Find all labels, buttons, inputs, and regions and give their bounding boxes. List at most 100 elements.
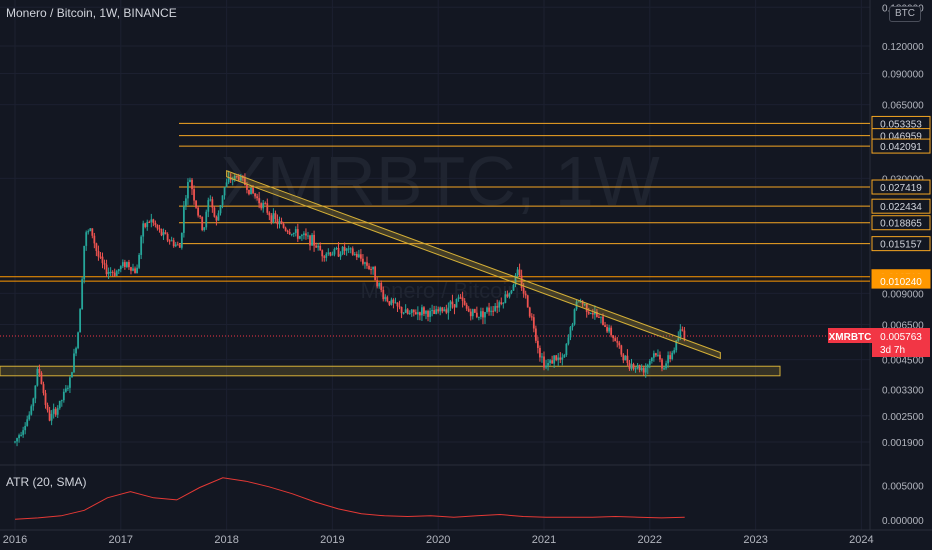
y-tick-label: 0.009000 — [882, 289, 924, 300]
y-tick-label: 0.001900 — [882, 438, 924, 449]
candle-body — [384, 297, 387, 300]
candle-body — [272, 213, 275, 223]
chart-title: Monero / Bitcoin, 1W, BINANCE — [6, 6, 177, 20]
candle-body — [182, 205, 185, 233]
candle-body — [577, 301, 580, 303]
level-price-label-bg — [871, 198, 931, 214]
candle-body — [170, 240, 173, 242]
candle-body — [626, 355, 629, 363]
candle-body — [469, 311, 472, 317]
candle-body — [408, 313, 411, 315]
candle-body — [93, 235, 96, 244]
candle-body — [679, 329, 682, 339]
candle-body — [532, 317, 535, 329]
candle-body — [113, 272, 116, 276]
candle-body — [620, 345, 623, 355]
candle-body — [465, 304, 468, 309]
horizontal-levels[interactable] — [0, 122, 870, 337]
candle-body — [598, 316, 600, 318]
candle-body — [180, 232, 183, 248]
candle-body — [77, 332, 79, 349]
time-axis[interactable]: 2016 2017 2018 2019 2020 2021 2022 2023 2024 — [3, 534, 874, 546]
candle-body — [541, 356, 543, 358]
candle-body — [565, 343, 568, 355]
candle-body — [50, 413, 53, 421]
candle-body — [298, 236, 301, 239]
candle-body — [34, 385, 37, 399]
candle-body — [514, 275, 517, 285]
candle-body — [675, 340, 678, 351]
trendline[interactable] — [226, 170, 721, 360]
candle-body — [545, 365, 547, 368]
candle-body — [290, 234, 293, 236]
candle-body — [571, 324, 574, 328]
indicator-label[interactable]: ATR (20, SMA) — [6, 475, 87, 489]
candle-body — [382, 289, 385, 300]
candle-body — [300, 235, 303, 237]
candle-body — [600, 316, 602, 318]
candle-body — [433, 310, 436, 314]
candle-body — [449, 301, 452, 308]
candle-body — [266, 203, 269, 213]
highlight-price-label: 0.010240 — [880, 277, 922, 288]
candle-body — [587, 311, 590, 314]
candle-body — [683, 330, 686, 340]
candle-body — [115, 271, 118, 276]
candle-body — [246, 185, 248, 190]
candle-body — [451, 301, 454, 305]
candle-body — [315, 245, 318, 248]
candle-body — [69, 377, 71, 388]
candle-body — [99, 256, 102, 258]
level-price-label: 0.022434 — [880, 202, 922, 213]
candle-body — [341, 246, 344, 255]
candle-body — [321, 250, 324, 257]
y-tick-label: 0.003300 — [882, 385, 924, 396]
candle-body — [349, 248, 352, 250]
candle-body — [561, 357, 564, 360]
candle-body — [225, 182, 228, 187]
y-tick-label: 0.004500 — [882, 356, 924, 367]
candle-body — [435, 309, 438, 314]
candle-body — [262, 203, 265, 209]
candle-body — [250, 187, 252, 195]
support-zone[interactable] — [0, 365, 781, 377]
candle-body — [392, 299, 395, 303]
candle-body — [455, 298, 458, 308]
candle-body — [123, 262, 126, 267]
price-axis[interactable]: 0.1800000.1200000.0900000.0650000.030000… — [882, 3, 924, 527]
candle-body — [453, 304, 456, 308]
candle-body — [530, 316, 533, 318]
candle-body — [227, 177, 230, 183]
candle-body — [107, 271, 110, 275]
candle-body — [638, 365, 641, 370]
candle-body — [178, 244, 181, 248]
candle-body — [26, 419, 29, 426]
candle-body — [484, 311, 486, 318]
y-tick-label: 0.006500 — [882, 321, 924, 332]
candle-body — [89, 228, 92, 232]
candle-body — [172, 240, 175, 247]
candle-body — [97, 250, 100, 257]
candle-body — [319, 245, 322, 251]
candle-body — [378, 282, 381, 287]
candle-body — [439, 307, 442, 312]
candle-body — [461, 297, 464, 301]
currency-button[interactable]: BTC — [889, 6, 921, 22]
candle-body — [209, 199, 212, 201]
candle-body — [677, 338, 680, 341]
candle-body — [536, 340, 539, 348]
candle-body — [166, 233, 169, 241]
candle-body — [534, 328, 537, 341]
level-price-label: 0.042091 — [880, 142, 922, 153]
candle-body — [524, 293, 527, 296]
candle-body — [372, 266, 374, 270]
candle-body — [327, 252, 330, 254]
candle-body — [309, 235, 311, 246]
candle-body — [28, 414, 31, 420]
candle-body — [73, 353, 75, 373]
candle-body — [555, 355, 558, 361]
candle-body — [477, 316, 480, 318]
candle-body — [374, 266, 377, 281]
